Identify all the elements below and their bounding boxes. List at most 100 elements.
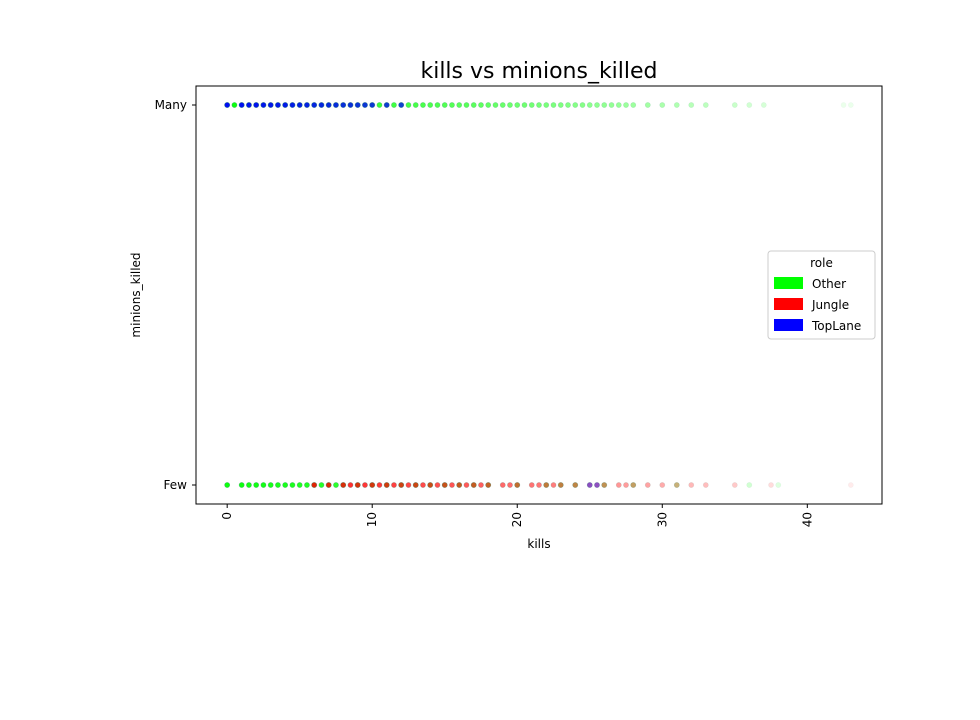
data-point-other-many-52 <box>601 102 608 108</box>
data-point-jungle-few-39 <box>659 482 666 488</box>
data-point-other-many-42 <box>528 102 535 108</box>
data-point-toplane-many-8 <box>289 102 296 108</box>
data-point-other-many-56 <box>630 102 637 108</box>
data-point-other-many-53 <box>608 102 615 108</box>
data-point-jungle-few-44 <box>768 482 774 488</box>
data-point-other-few-5 <box>267 482 274 488</box>
data-point-other-many-46 <box>557 102 564 108</box>
data-point-other-many-36 <box>485 102 492 108</box>
legend-label-toplane: TopLane <box>811 319 861 333</box>
data-point-jungle-few-4 <box>354 482 361 488</box>
data-point-toplane-many-18 <box>362 102 368 108</box>
data-point-jungle-few-13 <box>420 482 426 488</box>
data-point-toplane-many-11 <box>311 102 318 108</box>
data-point-toplane-many-7 <box>282 102 289 108</box>
data-point-other-many-62 <box>731 102 738 108</box>
data-point-other-many-40 <box>514 102 521 108</box>
data-point-other-few-9 <box>296 482 303 488</box>
data-point-other-many-44 <box>543 102 550 108</box>
data-point-toplane-many-19 <box>369 102 376 108</box>
data-point-other-many-33 <box>463 102 470 108</box>
x-tick-label-30: 30 <box>655 512 669 527</box>
data-point-other-many-43 <box>536 102 542 108</box>
data-point-jungle-few-41 <box>688 482 695 488</box>
data-point-toplane-many-15 <box>340 102 347 108</box>
data-point-other-many-63 <box>746 102 753 108</box>
x-axis-label: kills <box>527 537 550 551</box>
legend-title: role <box>810 256 833 270</box>
data-point-other-many-37 <box>492 102 499 108</box>
data-point-jungle-few-31 <box>572 482 579 488</box>
data-point-other-few-29 <box>572 482 579 488</box>
data-point-jungle-few-36 <box>623 482 629 488</box>
data-point-toplane-many-21 <box>398 102 405 108</box>
legend-swatch-other <box>774 277 803 289</box>
data-point-other-many-66 <box>847 102 854 108</box>
data-point-other-many-51 <box>594 102 600 108</box>
data-point-jungle-few-45 <box>847 482 854 488</box>
data-point-jungle-few-38 <box>644 482 651 488</box>
data-point-other-many-38 <box>499 102 506 108</box>
data-point-other-many-49 <box>579 102 586 108</box>
data-point-toplane-many-1 <box>238 102 245 108</box>
data-point-jungle-few-37 <box>630 482 637 488</box>
x-tick-label-20: 20 <box>510 512 524 527</box>
data-point-other-many-27 <box>420 102 426 108</box>
legend-label-other: Other <box>812 277 846 291</box>
data-point-other-many-30 <box>441 102 448 108</box>
data-point-jungle-few-12 <box>412 482 419 488</box>
data-point-other-many-54 <box>615 102 622 108</box>
data-point-other-many-50 <box>586 102 593 108</box>
data-point-jungle-few-42 <box>702 482 709 488</box>
data-point-jungle-few-35 <box>615 482 622 488</box>
data-point-jungle-few-29 <box>550 482 557 488</box>
data-point-jungle-few-27 <box>536 482 542 488</box>
data-point-jungle-few-10 <box>398 482 405 488</box>
data-point-toplane-many-13 <box>325 102 332 108</box>
data-point-other-many-21 <box>376 102 383 108</box>
data-point-other-many-58 <box>659 102 666 108</box>
data-point-jungle-few-11 <box>405 482 412 488</box>
legend-box <box>767 250 876 340</box>
data-point-other-many-65 <box>840 102 847 108</box>
data-point-other-many-35 <box>478 102 484 108</box>
legend-swatch-toplane <box>774 319 803 331</box>
x-tick-label-40: 40 <box>800 512 814 527</box>
data-point-jungle-few-17 <box>449 482 455 488</box>
data-point-other-few-8 <box>289 482 296 488</box>
data-point-toplane-many-14 <box>333 102 339 108</box>
x-axis: 0 10 20 30 40 <box>220 504 814 527</box>
data-point-jungle-few-43 <box>731 482 738 488</box>
legend-label-jungle: Jungle <box>811 298 849 312</box>
x-tick-label-0: 0 <box>220 512 234 520</box>
data-point-toplane-many-17 <box>354 102 361 108</box>
data-point-jungle-few-33 <box>594 482 600 488</box>
data-point-jungle-few-19 <box>463 482 470 488</box>
data-point-other-few-0 <box>224 482 231 488</box>
data-point-toplane-many-9 <box>296 102 303 108</box>
data-point-jungle-few-40 <box>673 482 680 488</box>
points-layer <box>224 102 854 488</box>
data-point-toplane-many-2 <box>246 102 252 108</box>
data-point-toplane-many-10 <box>304 102 310 108</box>
data-point-jungle-few-0 <box>311 482 318 488</box>
data-point-jungle-few-34 <box>601 482 608 488</box>
data-point-jungle-few-26 <box>528 482 535 488</box>
data-point-jungle-few-18 <box>456 482 463 488</box>
y-tick-label-many: Many <box>155 98 187 112</box>
data-point-other-many-1 <box>231 102 238 108</box>
data-point-jungle-few-32 <box>586 482 593 488</box>
data-point-other-many-60 <box>688 102 695 108</box>
data-point-other-many-39 <box>507 102 513 108</box>
data-point-jungle-few-21 <box>478 482 484 488</box>
data-point-toplane-many-0 <box>224 102 231 108</box>
data-point-other-few-33 <box>746 482 753 488</box>
data-point-other-many-31 <box>449 102 455 108</box>
data-point-other-many-32 <box>456 102 463 108</box>
data-point-jungle-few-23 <box>499 482 506 488</box>
data-point-other-few-34 <box>775 482 782 488</box>
chart-title: kills vs minions_killed <box>420 59 657 84</box>
data-point-jungle-few-5 <box>362 482 368 488</box>
data-point-toplane-many-12 <box>318 102 325 108</box>
data-point-jungle-few-6 <box>369 482 376 488</box>
